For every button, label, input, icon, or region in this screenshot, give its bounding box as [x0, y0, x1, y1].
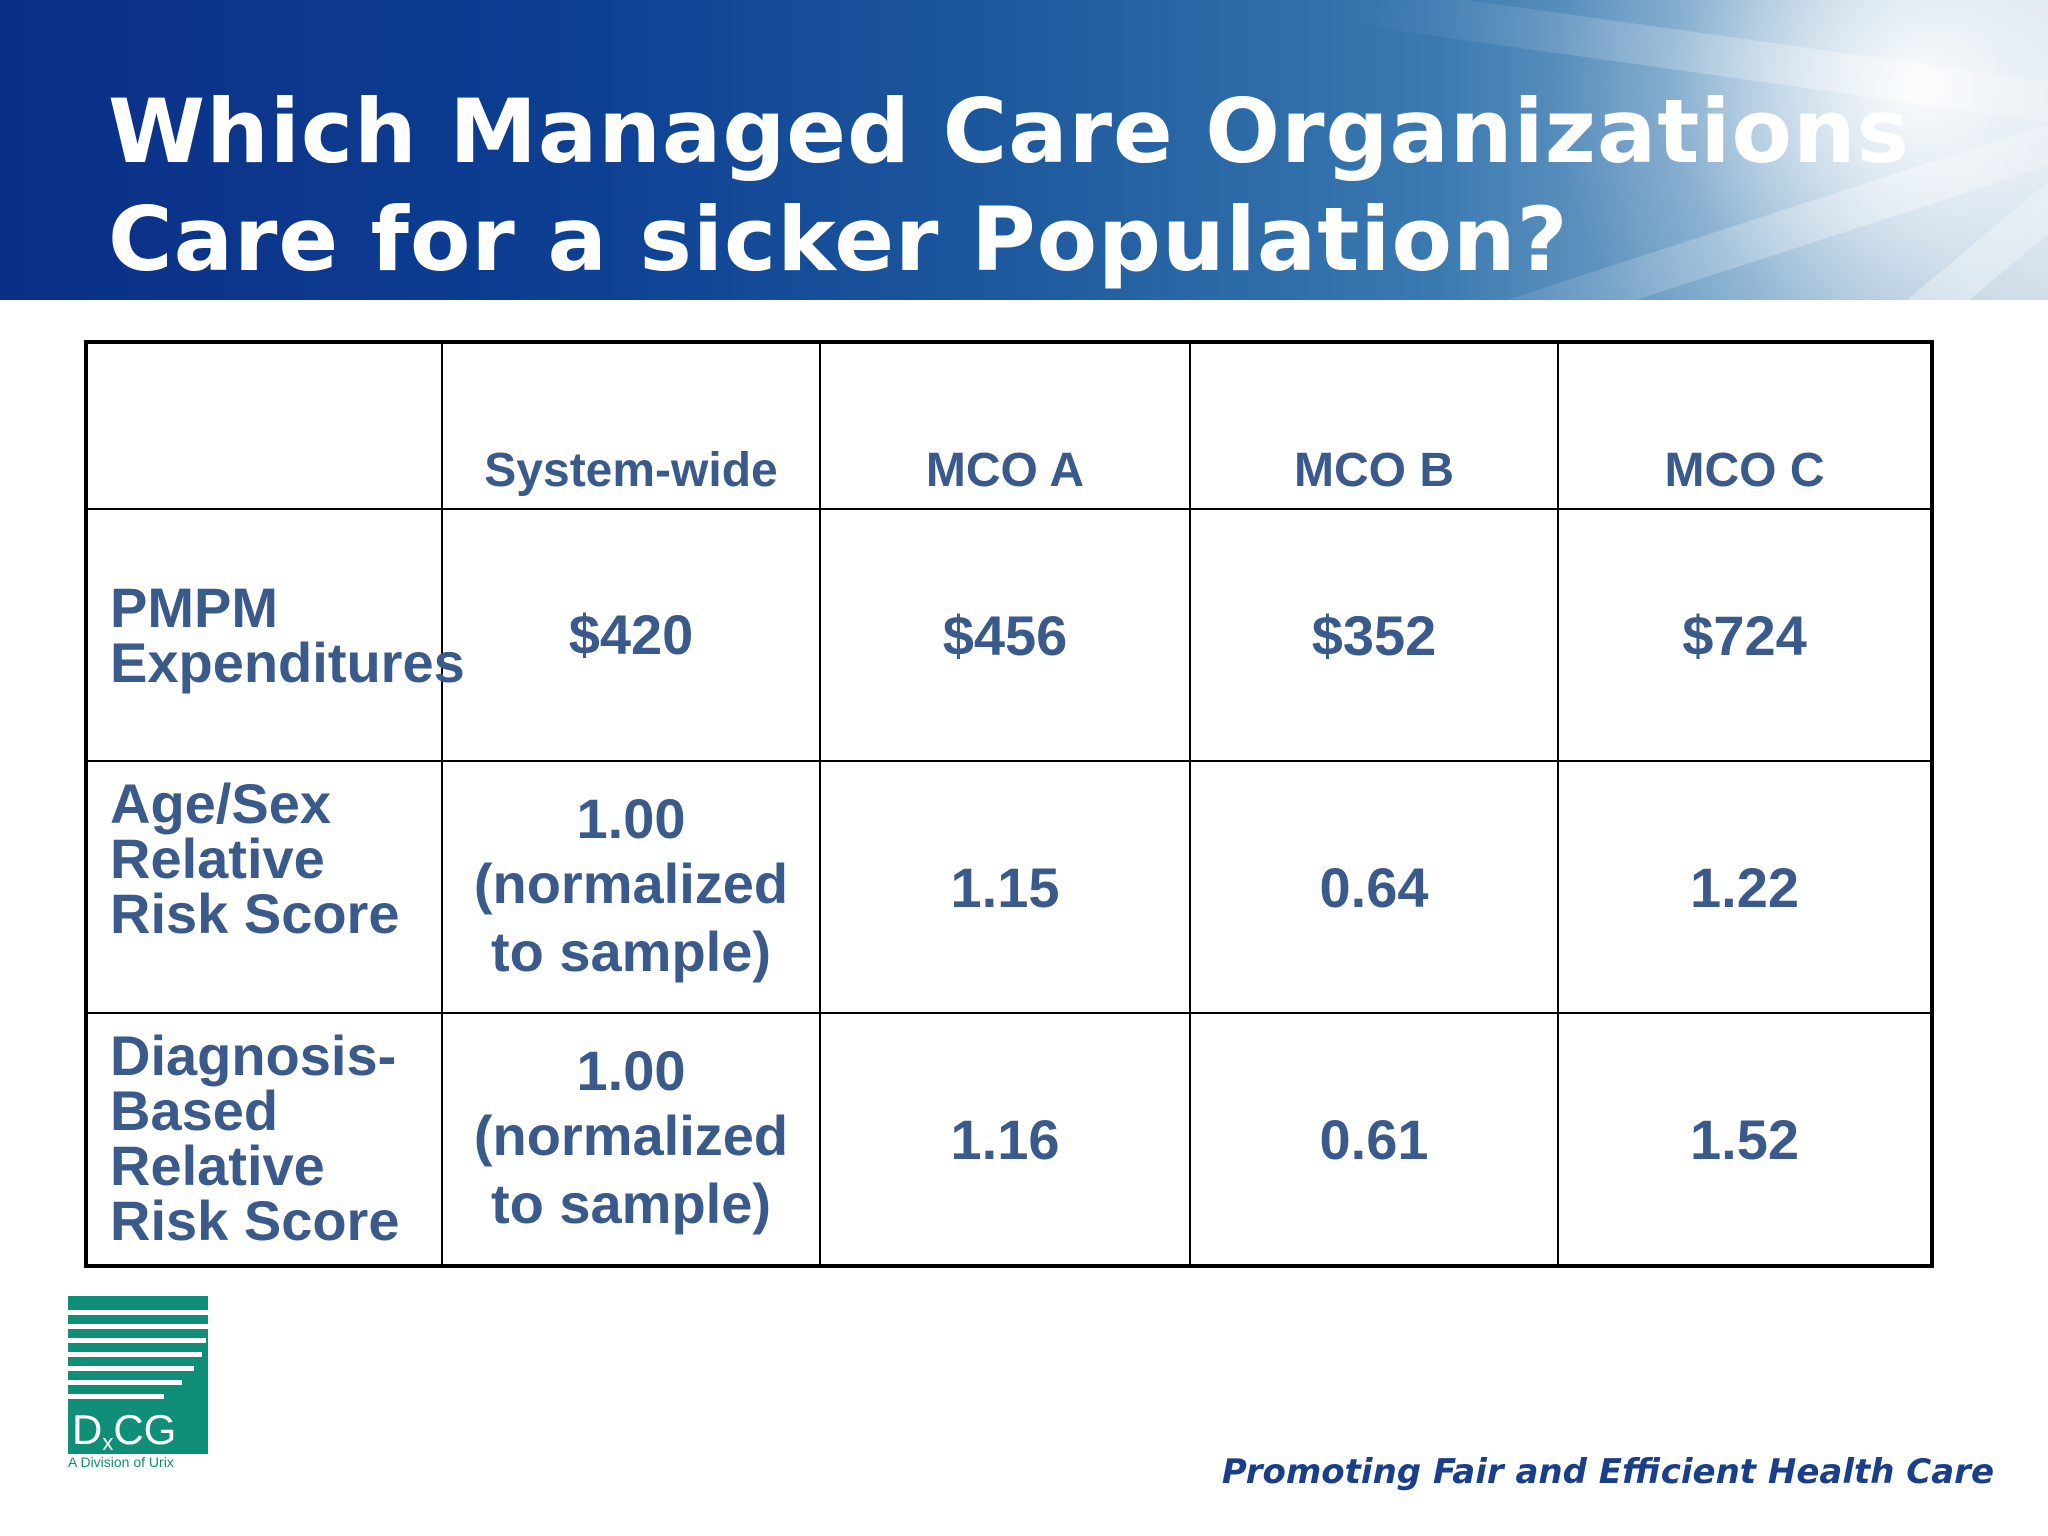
header-cell-mco-a: MCO A	[819, 341, 1191, 510]
cell-mco-c: $724	[1557, 508, 1933, 762]
cell-mco-b: $352	[1189, 508, 1559, 762]
header-cell-mco-b: MCO B	[1189, 341, 1559, 510]
cell-system-wide: 1.00 (normalized to sample)	[441, 760, 821, 1014]
dxcg-logo: DxCG A Division of Urix	[68, 1296, 208, 1472]
row-label-age-sex: Age/Sex Relative Risk Score	[85, 760, 443, 1014]
header-glow	[1548, 0, 2048, 300]
header-band: Which Managed Care Organizations Care fo…	[0, 0, 2048, 300]
row-label-pmpm: PMPM Expenditures	[85, 508, 465, 762]
cell-mco-a: 1.16	[819, 1012, 1191, 1267]
logo-wordmark: DxCG	[72, 1406, 177, 1455]
cell-note: (normalized to sample)	[473, 1104, 789, 1235]
table-row: Age/Sex Relative Risk Score 1.00 (normal…	[85, 760, 1933, 1014]
table-row: PMPM Expenditures $420 $456 $352 $724	[85, 508, 1933, 762]
header-cell-empty	[85, 341, 443, 510]
cell-note: (normalized to sample)	[473, 852, 789, 983]
slide-title-line-2: Care for a sicker Population?	[108, 188, 1569, 291]
table-row: Diagnosis-Based Relative Risk Score 1.00…	[85, 1012, 1933, 1267]
cell-value: $420	[568, 603, 694, 666]
table-header-row: System-wide MCO A MCO B MCO C	[85, 341, 1933, 510]
slide-title: Which Managed Care Organizations Care fo…	[108, 78, 1988, 294]
cell-value: 1.00	[576, 1039, 686, 1102]
dxcg-logo-icon: DxCG	[68, 1296, 208, 1454]
risk-comparison-table: System-wide MCO A MCO B MCO C PMPM Expen…	[84, 340, 1934, 1268]
tagline: Promoting Fair and Efficient Health Care	[1221, 1452, 1994, 1492]
row-label-diagnosis: Diagnosis-Based Relative Risk Score	[85, 1012, 443, 1267]
cell-value: 1.00	[576, 787, 686, 850]
cell-mco-c: 1.52	[1557, 1012, 1933, 1267]
slide-title-line-1: Which Managed Care Organizations	[108, 80, 1911, 183]
cell-system-wide: 1.00 (normalized to sample)	[441, 1012, 821, 1267]
logo-division-text: A Division of Urix	[68, 1454, 174, 1470]
cell-mco-c: 1.22	[1557, 760, 1933, 1014]
cell-mco-b: 0.64	[1189, 760, 1559, 1014]
header-cell-system-wide: System-wide	[441, 341, 821, 510]
cell-mco-b: 0.61	[1189, 1012, 1559, 1267]
header-cell-mco-c: MCO C	[1557, 341, 1933, 510]
cell-mco-a: $456	[819, 508, 1191, 762]
cell-system-wide: $420	[441, 508, 821, 762]
cell-mco-a: 1.15	[819, 760, 1191, 1014]
